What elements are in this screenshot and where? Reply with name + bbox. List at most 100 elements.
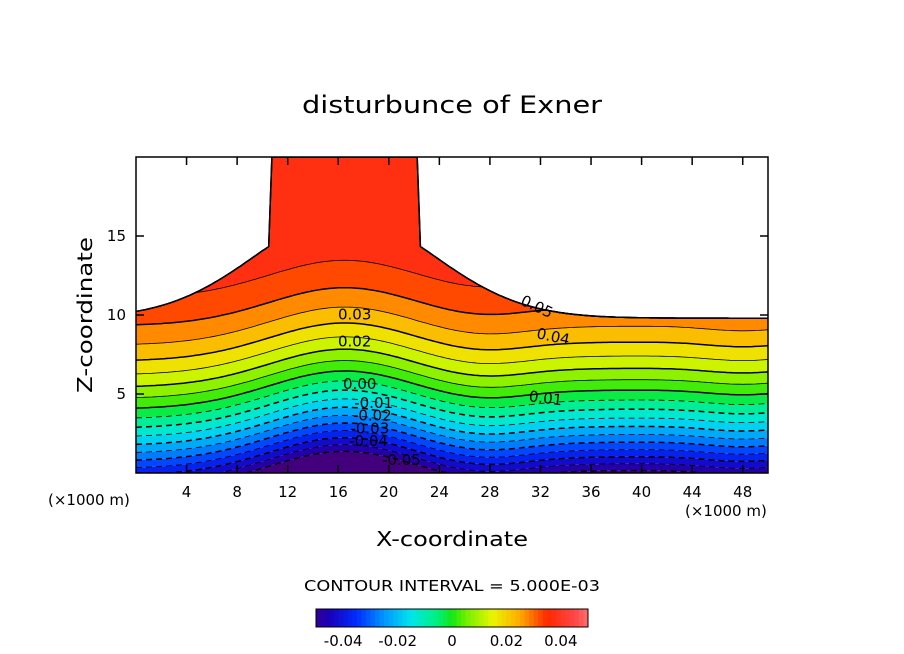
colorbar-cell (479, 609, 485, 627)
colorbar-cell (433, 609, 439, 627)
colorbar-cell (465, 609, 471, 627)
colorbar-cell (347, 609, 353, 627)
x-unit-right: (×1000 m) (685, 502, 767, 520)
x-tick-label: 20 (379, 483, 398, 501)
colorbar-tick-label: 0.02 (490, 632, 523, 650)
colorbar-cell (569, 609, 575, 627)
contour-label: -0.05 (382, 451, 421, 469)
contour-fill-band (136, 437, 768, 473)
colorbar-cell (420, 609, 426, 627)
colorbar-cell (452, 609, 458, 627)
colorbar-cell (501, 609, 507, 627)
colorbar-cell (456, 609, 462, 627)
contour-line (136, 360, 768, 398)
contour-interval-text: CONTOUR INTERVAL = 5.000E-03 (304, 577, 600, 595)
y-tick-label: 15 (107, 227, 126, 245)
colorbar (316, 609, 589, 627)
contour-line (136, 370, 768, 409)
colorbar-cell (583, 609, 589, 627)
colorbar-cell (547, 609, 553, 627)
colorbar-cell (356, 609, 362, 627)
contour-line (136, 157, 768, 319)
contour-label: -0.03 (350, 419, 389, 437)
contour-line (136, 422, 768, 461)
contour-fill-band (136, 371, 768, 418)
colorbar-cell (483, 609, 489, 627)
contour-line (136, 444, 768, 473)
contour-fill-band (136, 360, 768, 409)
contour-label: 0.01 (528, 387, 563, 409)
contour-lines (136, 157, 768, 473)
colorbar-ticks: -0.04 -0.02 0 0.02 0.04 (324, 632, 578, 650)
colorbar-cell (578, 609, 584, 627)
contour-fill-band (136, 336, 768, 387)
contour-label: -0.01 (354, 394, 393, 412)
colorbar-cell (538, 609, 544, 627)
colorbar-cell (393, 609, 399, 627)
contour-line (136, 450, 768, 473)
contour-line (136, 414, 768, 453)
x-tick-label: 8 (232, 483, 242, 501)
contour-fill-band (136, 430, 768, 473)
x-tick-label: 40 (632, 483, 651, 501)
colorbar-tick-label: -0.04 (324, 632, 363, 650)
colorbar-cell (447, 609, 453, 627)
x-axis-ticks: 4 8 12 16 20 24 28 32 36 40 44 48 (182, 157, 752, 501)
contour-label: 0.03 (338, 306, 371, 324)
colorbar-cell (411, 609, 417, 627)
colorbar-cell (325, 609, 331, 627)
y-axis-ticks: 5 10 15 (107, 227, 768, 403)
colorbar-cell (470, 609, 476, 627)
colorbar-cell (334, 609, 340, 627)
contour-fill-band (136, 423, 768, 468)
contour-line (136, 348, 768, 388)
x-axis-label: X-coordinate (376, 527, 528, 551)
contour-line (136, 380, 768, 419)
colorbar-cell (565, 609, 571, 627)
contour-label: -0.04 (349, 432, 388, 450)
colorbar-cell (520, 609, 526, 627)
colorbar-cell (343, 609, 349, 627)
x-tick-label: 24 (430, 483, 449, 501)
colorbar-cell (316, 609, 322, 627)
x-tick-label: 32 (531, 483, 550, 501)
colorbar-cell (424, 609, 430, 627)
x-tick-label: 16 (329, 483, 348, 501)
y-tick-label: 5 (116, 385, 126, 403)
colorbar-cell (374, 609, 380, 627)
colorbar-cell (492, 609, 498, 627)
colorbar-cell (365, 609, 371, 627)
colorbar-cell (361, 609, 367, 627)
x-tick-label: 48 (733, 483, 752, 501)
contour-fill-band (136, 323, 768, 374)
contour-line (136, 306, 768, 345)
colorbar-cell (510, 609, 516, 627)
y-axis-label: Z-coordinate (73, 237, 97, 393)
colorbar-cell (384, 609, 390, 627)
contour-line (136, 322, 768, 361)
colorbar-cell (438, 609, 444, 627)
x-tick-label: 4 (182, 483, 192, 501)
contour-fill-band (136, 260, 768, 325)
contour-fill-band (136, 380, 768, 428)
contour-line (136, 389, 768, 428)
contour-fill-band (136, 287, 768, 345)
colorbar-tick-label: 0.04 (544, 632, 577, 650)
colorbar-cell (429, 609, 435, 627)
contour-line (136, 406, 768, 446)
colorbar-cell (379, 609, 385, 627)
colorbar-cell (415, 609, 421, 627)
colorbar-cell (533, 609, 539, 627)
x-tick-label: 44 (683, 483, 702, 501)
colorbar-cell (497, 609, 503, 627)
colorbar-cell (329, 609, 335, 627)
colorbar-cell (515, 609, 521, 627)
contour-label: 0.02 (338, 332, 371, 350)
colorbar-cell (542, 609, 548, 627)
colorbar-frame (315, 608, 589, 628)
colorbar-cell (574, 609, 580, 627)
x-tick-label: 36 (581, 483, 600, 501)
colorbar-cell (338, 609, 344, 627)
colorbar-cell (529, 609, 535, 627)
